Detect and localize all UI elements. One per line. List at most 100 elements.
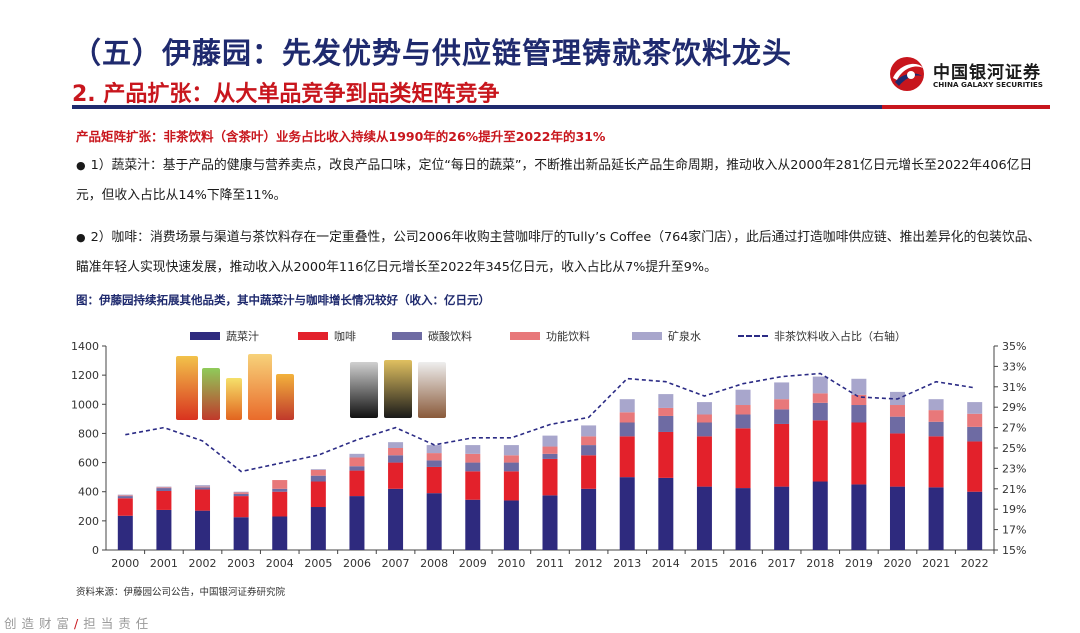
bar-segment bbox=[503, 445, 519, 456]
bar-segment bbox=[619, 422, 635, 437]
header-rule-red bbox=[882, 105, 1050, 109]
bar-segment bbox=[812, 420, 828, 482]
footer-slogan: 创造财富/担当责任 bbox=[4, 613, 153, 632]
bar-segment bbox=[156, 486, 172, 488]
bar-segment bbox=[735, 488, 751, 550]
legend-item-mineral-water: 矿泉水 bbox=[632, 328, 701, 344]
bar-segment bbox=[388, 462, 404, 489]
y-left-tick-label: 1200 bbox=[71, 369, 99, 382]
non-tea-share-line bbox=[125, 372, 975, 473]
footer-slash: / bbox=[74, 616, 84, 631]
y-right-tick-label: 31% bbox=[1002, 381, 1026, 394]
bar-segment bbox=[542, 453, 558, 459]
bar-segment bbox=[503, 462, 519, 472]
bar-segment bbox=[851, 378, 867, 395]
x-tick-label: 2022 bbox=[961, 557, 989, 570]
bar-segment bbox=[967, 441, 983, 492]
vegetable-juice-photo bbox=[172, 348, 312, 420]
bar-segment bbox=[581, 455, 597, 489]
bar-segment bbox=[465, 462, 481, 472]
bar-segment bbox=[156, 487, 172, 489]
bar-segment bbox=[581, 488, 597, 550]
bar-segment bbox=[735, 405, 751, 415]
bar-segment bbox=[156, 509, 172, 550]
legend-item-functional: 功能饮料 bbox=[510, 328, 590, 344]
bar-segment bbox=[889, 416, 905, 434]
x-tick-label: 2002 bbox=[189, 557, 217, 570]
y-left-tick-label: 200 bbox=[78, 515, 99, 528]
y-left-tick-label: 800 bbox=[78, 427, 99, 440]
footer-left: 创造财富 bbox=[4, 616, 75, 631]
revenue-chart: 0 200 400 600 800 1000 1200 1400 15% 17% 19% 21% 23%… bbox=[60, 322, 1050, 580]
galaxy-logo-icon bbox=[890, 57, 924, 91]
bar-segment bbox=[388, 488, 404, 550]
bullet-dot-icon: ● bbox=[76, 159, 86, 172]
bar-segment bbox=[928, 399, 944, 411]
bar-segment bbox=[851, 422, 867, 485]
legend-swatch-icon bbox=[298, 332, 328, 340]
bar-segment bbox=[465, 453, 481, 463]
bar-segment bbox=[426, 493, 442, 550]
bar-segment bbox=[967, 426, 983, 442]
footer-right: 担当责任 bbox=[83, 616, 154, 631]
x-tick-label: 2011 bbox=[536, 557, 564, 570]
bar-segment bbox=[658, 415, 674, 432]
bar-segment bbox=[889, 486, 905, 550]
y-right-tick-label: 19% bbox=[1002, 503, 1026, 516]
legend-swatch-icon bbox=[190, 332, 220, 340]
bar-segment bbox=[542, 446, 558, 454]
bar-segment bbox=[388, 455, 404, 463]
legend-label: 矿泉水 bbox=[668, 330, 701, 343]
bar-segment bbox=[774, 486, 790, 550]
bar-segment bbox=[812, 402, 828, 421]
bar-segment bbox=[658, 394, 674, 408]
bar-segment bbox=[735, 428, 751, 489]
bar-segment bbox=[310, 469, 326, 470]
bar-segment bbox=[195, 489, 211, 511]
bar-segment bbox=[658, 477, 674, 550]
bar-segment bbox=[310, 475, 326, 482]
bar-segment bbox=[310, 507, 326, 550]
bar-segment bbox=[233, 517, 249, 550]
bar-segment bbox=[851, 394, 867, 406]
legend-item-vegetable-juice: 蔬菜汁 bbox=[190, 328, 259, 344]
y-right-tick-label: 27% bbox=[1002, 422, 1026, 435]
bullet-vegetable-juice: ● 1）蔬菜汁：基于产品的健康与营养卖点，改良产品口味，定位“每日的蔬菜”，不断推… bbox=[76, 151, 1051, 211]
legend-label: 非茶饮料收入占比（右轴） bbox=[774, 330, 906, 343]
bar-segment bbox=[774, 423, 790, 487]
bar-segment bbox=[619, 436, 635, 478]
x-tick-label: 2000 bbox=[111, 557, 139, 570]
bar-segment bbox=[465, 445, 481, 454]
bar-segment bbox=[117, 496, 133, 499]
bar-segment bbox=[310, 481, 326, 508]
bar-segment bbox=[774, 409, 790, 424]
bar-segment bbox=[233, 496, 249, 518]
y-right-tick-label: 29% bbox=[1002, 401, 1026, 414]
bar-segment bbox=[388, 448, 404, 456]
y-right-tick-label: 23% bbox=[1002, 462, 1026, 475]
bar-segment bbox=[156, 490, 172, 510]
x-tick-label: 2019 bbox=[845, 557, 873, 570]
x-tick-label: 2009 bbox=[459, 557, 487, 570]
bar-segment bbox=[272, 480, 288, 489]
y-right-tick-label: 33% bbox=[1002, 360, 1026, 373]
bar-segment bbox=[928, 436, 944, 488]
bar-segment bbox=[117, 495, 133, 497]
bar-segment bbox=[967, 413, 983, 427]
page-title: （五）伊藤园：先发优势与供应链管理铸就茶饮料龙头 bbox=[72, 36, 793, 70]
bar-segment bbox=[696, 414, 712, 423]
logo-text-en: CHINA GALAXY SECURITIES bbox=[933, 80, 1043, 89]
bar-segment bbox=[465, 499, 481, 550]
y-right-tick-label: 21% bbox=[1002, 483, 1026, 496]
y-left-tick-label: 0 bbox=[92, 544, 99, 557]
bar-segment bbox=[928, 487, 944, 550]
bar-segment bbox=[619, 412, 635, 423]
bullet-dot-icon: ● bbox=[76, 231, 86, 244]
bar-segment bbox=[349, 457, 365, 467]
bar-segment bbox=[658, 407, 674, 416]
bar-segment bbox=[233, 491, 249, 493]
bar-segment bbox=[696, 436, 712, 487]
bullet-text: 2）咖啡：消费场景与渠道与茶饮料存在一定重叠性，公司2006年收购主营咖啡厅的T… bbox=[76, 230, 1041, 275]
legend-label: 碳酸饮料 bbox=[428, 330, 472, 343]
x-tick-label: 2015 bbox=[690, 557, 718, 570]
